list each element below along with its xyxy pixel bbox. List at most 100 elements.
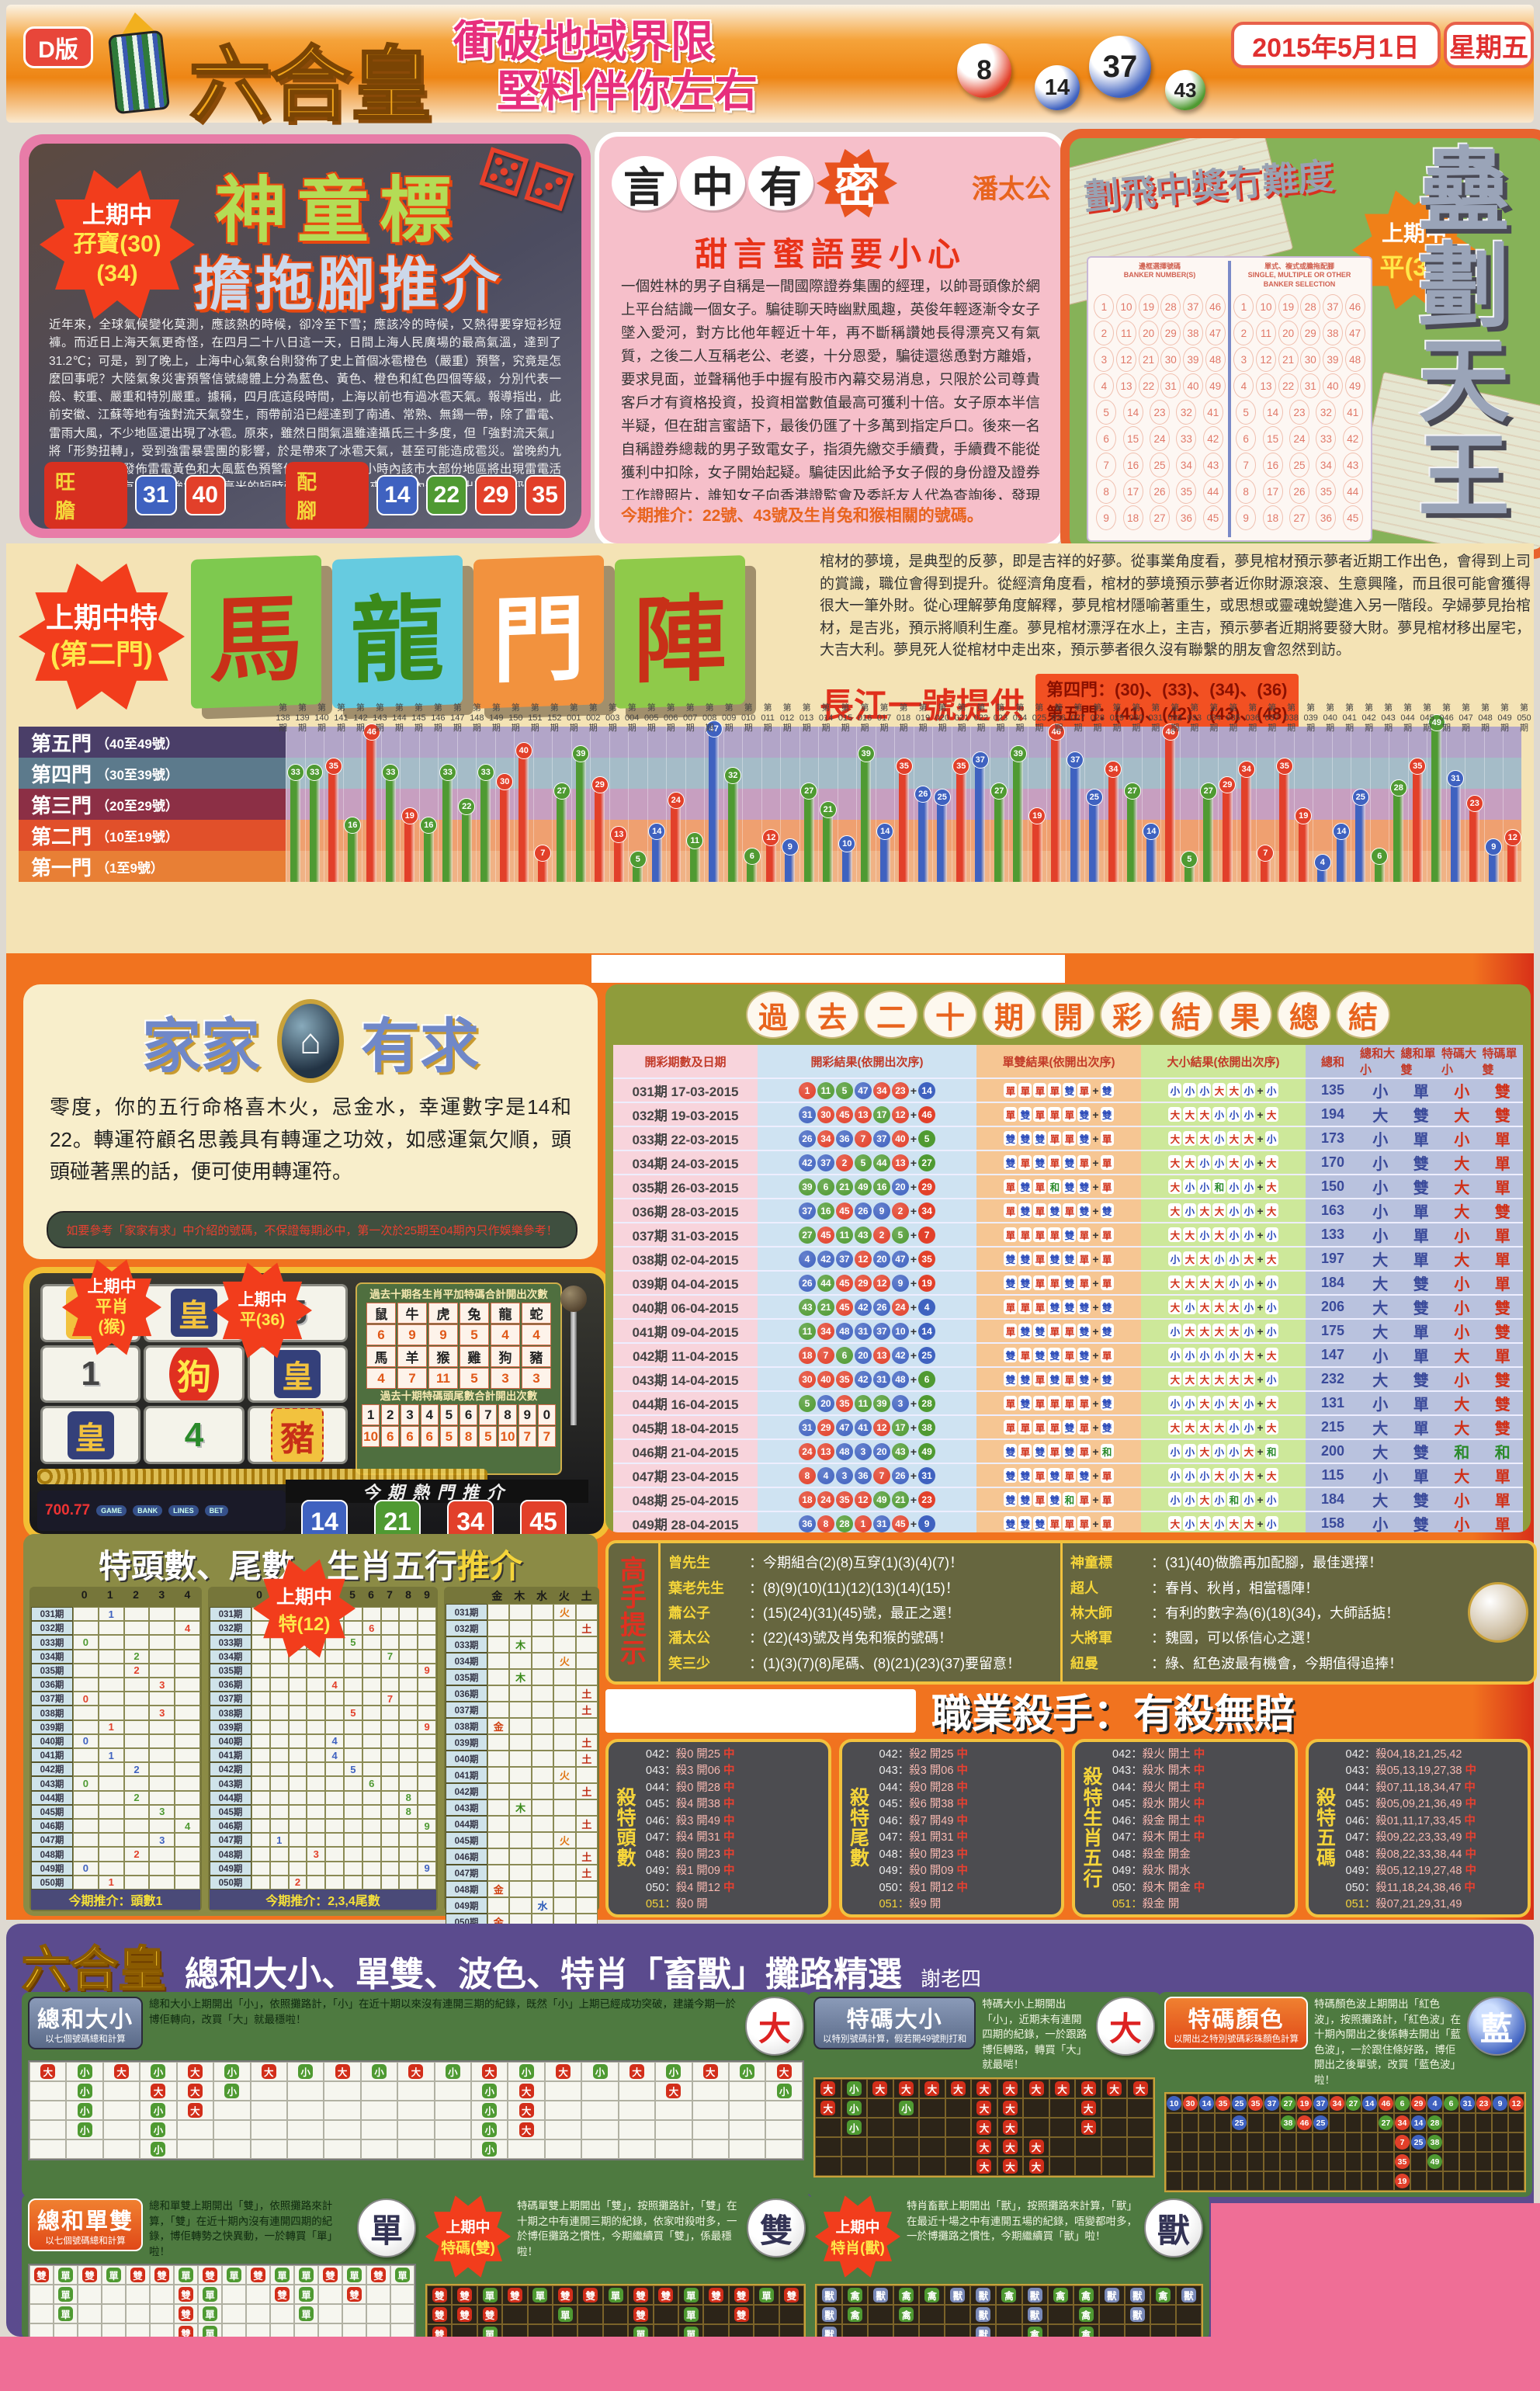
result-ball: 35 [835, 1370, 853, 1388]
slip-number-cell: 4 [1094, 373, 1115, 398]
chart-bar-column: 39 [1008, 727, 1028, 882]
stat-label-cell: 5 [439, 1404, 458, 1426]
chart-bar-column: 27 [989, 727, 1009, 882]
dream-title-block: 龍 [332, 555, 463, 709]
trend-row: 036期 3 [31, 1678, 200, 1692]
chart-bar-column: 35 [894, 727, 914, 882]
trend-row: 033期木 [446, 1636, 598, 1653]
chart-bar-column: 26 [913, 727, 933, 882]
chart-bar-value: 33 [382, 764, 400, 781]
slip-number-cell: 29 [1160, 321, 1181, 345]
slip-number-cell: 16 [1122, 453, 1143, 477]
slip-number-cell: 12 [1255, 347, 1276, 372]
chart-bar: 49 [1427, 714, 1445, 882]
killer-row: 044：殺0 開28 中 [646, 1781, 735, 1794]
slogan-line2: 堅料伴你左右 [497, 67, 758, 116]
road-token: 單 [203, 2306, 217, 2322]
slip-number-cell: 20 [1278, 321, 1299, 345]
road-token: 禽 [1001, 2288, 1017, 2303]
road-token: 雙 [633, 2307, 648, 2322]
chart-bar-value: 27 [1123, 783, 1141, 800]
masthead: D版 六合皇 衝破地域界限 堅料伴你左右 8 14 37 43 2015年5月1日 星… [6, 5, 1534, 132]
chart-bar-column: 7 [532, 727, 553, 882]
tip-row: 曾先生 ：今期組合(2)(8)互穿(1)(3)(4)(7)！ [668, 1555, 963, 1571]
killer-row: 046：殺3 開49 中 [646, 1814, 735, 1827]
chart-bar-column: 30 [494, 727, 515, 882]
road-number-ball: 19 [1297, 2096, 1312, 2112]
chart-bar: 14 [648, 823, 666, 882]
trend-row: 041期火 [446, 1767, 598, 1783]
result-ball: 26 [854, 1202, 872, 1220]
road-number-ball: 10 [1167, 2096, 1181, 2112]
road-token: 雙 [432, 2288, 447, 2303]
road-token: 禽 [899, 2288, 914, 2303]
special-ball: 29 [918, 1178, 936, 1196]
road-token: 獸 [1129, 2288, 1145, 2303]
stat-label-cell: 狗 [491, 1346, 520, 1368]
road-number-ball: 37 [1264, 2096, 1279, 2112]
results-title-char: 結 [1336, 991, 1390, 1039]
crystal-ball-icon [1462, 1543, 1534, 1681]
road-number-ball: 12 [1509, 2096, 1524, 2112]
slip-number-cell: 47 [1344, 321, 1365, 345]
road-token: 小 [846, 2100, 862, 2115]
chart-bar: 9 [1485, 838, 1503, 882]
killer-row: 050：殺木 開金 中 [1112, 1881, 1205, 1894]
killer-row: 047：殺4 開31 中 [646, 1831, 735, 1844]
road-token: 單 [299, 2306, 314, 2322]
chart-x-tick: 第 034 期 [1206, 703, 1221, 734]
road-token: 大 [1055, 2080, 1070, 2096]
chart-x-tick: 第 031 期 [1148, 703, 1163, 734]
page-margin [0, 2337, 1540, 2391]
result-ball: 31 [872, 1515, 890, 1532]
stat-value-cell: 6 [401, 1426, 419, 1448]
road-token: 禽 [1053, 2288, 1068, 2303]
slip-number-cell: 26 [1149, 479, 1170, 504]
road-number-ball: 38 [1281, 2115, 1295, 2131]
road-token: 大 [151, 2084, 166, 2098]
results-row: 044期 16-04-2015 5 20 35 11 39 3 +28 單雙單單單單 + 雙小小大小… [613, 1392, 1523, 1416]
result-ball: 36 [835, 1130, 853, 1147]
title-char-oval: 有 [748, 156, 813, 211]
result-ball: 9 [872, 1202, 890, 1220]
results-title-char: 去 [805, 991, 859, 1039]
chart-bar-value: 35 [1275, 758, 1293, 775]
killer-row: 047：殺09,22,23,33,49 中 [1345, 1831, 1477, 1844]
road-token: 小 [298, 2064, 314, 2079]
slip-number-cell: 22 [1138, 373, 1159, 398]
results-row: 036期 28-03-2015 37 16 45 26 9 2 +34 單雙單雙單雙 + 雙大小大大… [613, 1199, 1523, 1223]
dice-icon: ⚄⚂ [472, 144, 581, 224]
chart-bar-value: 33 [477, 764, 494, 781]
slip-number-cell: 26 [1289, 479, 1309, 504]
road-token: 大 [1002, 2100, 1018, 2115]
road-number-ball: 31 [1460, 2096, 1475, 2112]
stat-label-cell: 6 [460, 1404, 478, 1426]
result-ball: 13 [854, 1105, 872, 1123]
road-token: 雙 [82, 2268, 97, 2283]
special-ball: 23 [918, 1490, 936, 1508]
trend-row: 046期 4 [31, 1819, 200, 1834]
road-token: 大 [1080, 2119, 1096, 2135]
chart-band-label: 第二門 （10至19號） [19, 820, 286, 851]
chart-x-tick: 第 025 期 [1032, 703, 1047, 734]
chart-bar-value: 34 [1237, 761, 1255, 778]
tips-column-left: 曾先生 ：今期組合(2)(8)互穿(1)(3)(4)(7)！ 葉老先生 ：(8)(9)… [661, 1543, 1060, 1681]
chart-x-tick: 第 020 期 [935, 703, 950, 734]
road-token: 禽 [848, 2288, 863, 2303]
stat-value-cell: 8 [460, 1426, 478, 1448]
slot-reel-cell: 皇 [40, 1406, 141, 1464]
road-token: 雙 [130, 2268, 145, 2283]
road-token: 禽 [899, 2307, 914, 2322]
road-token: 小 [776, 2084, 792, 2098]
trend-row: 043期 6 [210, 1776, 436, 1791]
slip-number-cell: 1 [1233, 294, 1254, 319]
bottom-brand-logo: 六合皇 [21, 1942, 167, 1997]
result-ball: 42 [891, 1346, 909, 1364]
chart-bar: 25 [1085, 789, 1103, 882]
chart-bar-column: 7 [1255, 727, 1275, 882]
article1-body: 近年來，全球氣候變化莫測，應該熱的時候，卻冷至下雪；應該冷的時候，又熱得要穿短衫… [49, 318, 561, 487]
blank-strip [605, 1689, 916, 1733]
lottery-ball: 43 [1165, 70, 1205, 110]
chart-x-tick: 第 027 期 [1070, 703, 1086, 734]
slip-number-cell: 34 [1316, 453, 1337, 477]
